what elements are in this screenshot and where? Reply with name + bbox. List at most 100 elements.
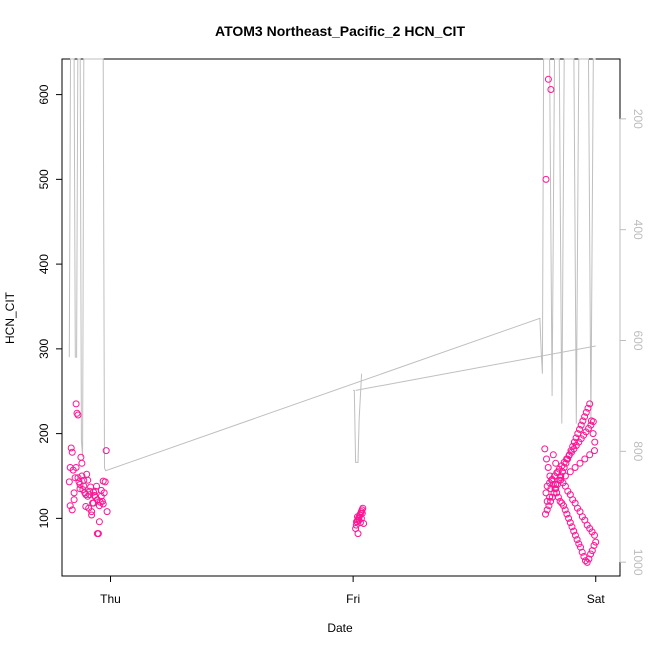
data-point <box>78 472 86 480</box>
overlay-line-2 <box>355 345 596 391</box>
data-point <box>66 502 74 510</box>
y2-tick-label: 400 <box>631 220 645 240</box>
y2-tick-label: 800 <box>631 441 645 461</box>
data-point <box>591 447 598 455</box>
data-point <box>566 468 574 476</box>
y-tick-label: 200 <box>37 423 51 443</box>
data-point <box>72 400 80 408</box>
data-point <box>576 459 584 467</box>
data-point <box>74 411 82 419</box>
data-point <box>542 175 550 183</box>
data-point <box>542 510 549 518</box>
data-point <box>74 474 82 482</box>
y-axis: 100 200 300 400 500 600 <box>37 84 63 528</box>
data-point <box>552 485 560 493</box>
data-point <box>72 464 80 471</box>
data-point <box>556 497 564 505</box>
data-point <box>587 550 595 558</box>
data-point <box>561 472 569 480</box>
data-point <box>357 514 365 522</box>
data-point <box>103 508 111 516</box>
data-point <box>584 404 592 412</box>
data-point <box>570 438 578 446</box>
data-point <box>552 481 560 488</box>
data-point <box>582 557 589 565</box>
data-point <box>585 555 593 563</box>
y-tick-label: 500 <box>37 169 51 189</box>
data-point <box>570 527 578 535</box>
data-point <box>586 451 594 459</box>
data-point <box>566 519 574 527</box>
data-point <box>93 482 100 490</box>
data-point <box>90 499 97 507</box>
data-point <box>579 417 587 425</box>
data-point <box>71 474 79 482</box>
y-tick-label: 300 <box>37 339 51 359</box>
data-point <box>84 476 92 484</box>
data-point <box>565 514 573 522</box>
y2-tick-label: 200 <box>631 109 645 129</box>
data-point <box>578 548 586 556</box>
data-point <box>544 75 552 83</box>
data-point <box>582 408 590 416</box>
data-point <box>573 536 581 544</box>
data-point <box>68 506 76 514</box>
x-axis: Thu Fri Sat <box>100 575 606 606</box>
data-point <box>93 530 101 538</box>
y-tick-label: 100 <box>37 508 51 528</box>
data-point <box>577 421 585 429</box>
data-point <box>70 489 78 497</box>
data-point <box>547 497 555 505</box>
data-point <box>576 425 583 433</box>
data-point <box>67 444 75 452</box>
chart-title: ATOM3 Northeast_Pacific_2 HCN_CIT <box>215 23 465 39</box>
data-point <box>86 487 94 495</box>
data-point <box>545 502 553 510</box>
overlay-line-1 <box>353 373 363 463</box>
data-point <box>101 478 109 486</box>
data-point <box>544 464 552 471</box>
data-point <box>354 530 362 538</box>
x-tick-label: Sat <box>587 592 606 606</box>
data-point <box>65 478 73 486</box>
data-point <box>76 481 84 488</box>
data-point <box>581 455 589 463</box>
data-point <box>591 438 599 446</box>
y-axis-label: HCN_CIT <box>3 291 17 344</box>
data-point <box>88 508 96 516</box>
data-point <box>77 453 85 461</box>
data-point <box>359 504 367 512</box>
data-point <box>543 506 551 514</box>
data-point <box>88 511 96 519</box>
data-point <box>547 86 555 93</box>
data-point <box>541 445 549 453</box>
data-point <box>78 459 86 467</box>
data-point <box>97 486 105 494</box>
data-point <box>542 489 550 497</box>
data-point <box>543 455 550 463</box>
data-point <box>591 531 598 539</box>
y2-tick-label: 1000 <box>631 549 645 576</box>
data-point <box>563 510 571 518</box>
points-group <box>65 75 600 566</box>
data-point <box>575 540 583 548</box>
data-point <box>68 448 76 456</box>
data-point <box>571 464 579 471</box>
overlay-line-group <box>68 58 596 472</box>
data-point <box>548 493 556 501</box>
overlay-line-0 <box>68 58 596 472</box>
data-point <box>546 493 554 501</box>
data-point <box>356 519 364 527</box>
x-tick-label: Thu <box>100 592 121 606</box>
y2-axis: 200 400 600 800 1000 <box>619 109 645 576</box>
data-point <box>73 409 81 417</box>
data-point <box>561 506 569 514</box>
x-tick-label: Fri <box>346 592 360 606</box>
y-tick-label: 400 <box>37 254 51 274</box>
plot-frame <box>61 58 621 577</box>
y-tick-label: 600 <box>37 84 51 104</box>
data-point <box>581 413 589 421</box>
data-point <box>592 538 600 546</box>
y2-tick-label: 600 <box>631 330 645 350</box>
